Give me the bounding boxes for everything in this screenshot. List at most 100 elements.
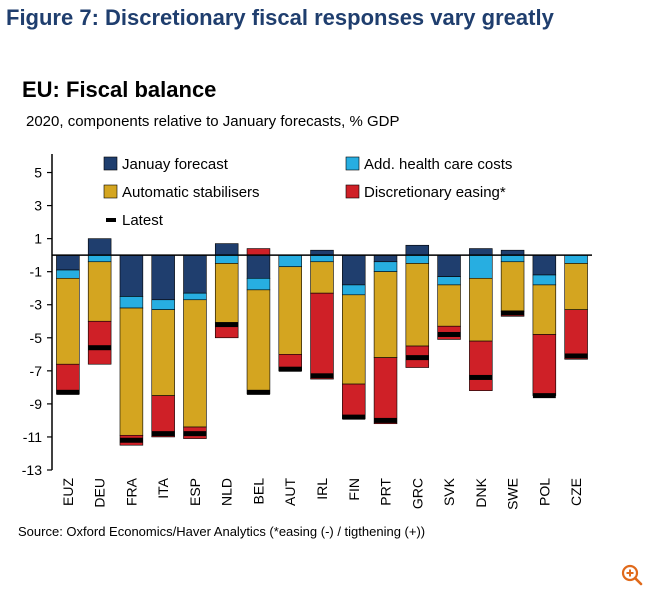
bar-discretionary-fin — [342, 383, 366, 420]
legend-swatch-stabilisers — [103, 184, 118, 199]
bar-discretionary-ita — [151, 395, 175, 438]
bar-health-aut — [278, 254, 302, 268]
x-tick-label-esp: ESP — [187, 478, 203, 506]
latest-marker-nld — [215, 322, 239, 328]
x-tick-label-euz: EUZ — [60, 478, 76, 506]
bar-health-prt — [373, 261, 398, 272]
x-tick-label-dnk: DNK — [473, 477, 489, 507]
bar-january-prt — [373, 254, 398, 263]
latest-marker-fin — [342, 414, 366, 420]
bar-health-fra — [119, 296, 144, 309]
bar-january-pol — [532, 254, 557, 276]
bar-stabilisers-deu — [87, 261, 112, 322]
bar-stabilisers-esp — [183, 299, 207, 428]
x-tick-label-svk: SVK — [441, 477, 457, 506]
latest-marker-swe — [501, 310, 525, 316]
bar-january-dnk — [469, 248, 493, 256]
legend-label-latest: Latest — [122, 212, 164, 229]
legend-swatch-latest — [106, 218, 116, 222]
x-tick-label-bel: BEL — [250, 478, 266, 505]
latest-marker-aut — [278, 366, 302, 372]
bar-stabilisers-fin — [342, 294, 366, 385]
latest-marker-fra — [119, 437, 143, 443]
bar-discretionary-deu — [87, 320, 112, 365]
x-tick-label-aut: AUT — [282, 478, 298, 506]
bar-health-esp — [183, 292, 207, 301]
bar-stabilisers-fra — [119, 307, 144, 436]
x-tick-label-fra: FRA — [123, 477, 139, 506]
x-tick-label-irl: IRL — [314, 478, 330, 500]
bar-stabilisers-pol — [532, 284, 557, 335]
bar-discretionary-euz — [56, 363, 80, 395]
bar-discretionary-cze — [564, 309, 588, 360]
legend-label-stabilisers: Automatic stabilisers — [122, 184, 260, 201]
bar-discretionary-pol — [532, 334, 557, 396]
chart-title: EU: Fiscal balance — [22, 77, 217, 102]
legend-label-discretionary: Discretionary easing* — [364, 184, 506, 201]
x-tick-label-prt: PRT — [378, 478, 394, 506]
bar-january-fin — [342, 254, 366, 286]
latest-marker-pol — [532, 393, 556, 399]
x-tick-label-nld: NLD — [219, 478, 235, 506]
bar-health-fin — [342, 284, 366, 296]
bar-discretionary-bel — [246, 248, 271, 256]
bar-january-euz — [56, 254, 80, 271]
y-tick-label: -13 — [22, 462, 42, 478]
latest-marker-deu — [88, 345, 112, 351]
latest-marker-esp — [183, 431, 207, 437]
bar-health-svk — [437, 276, 461, 286]
chart-subtitle: 2020, components relative to January for… — [26, 113, 400, 130]
bar-health-cze — [564, 254, 588, 264]
latest-marker-svk — [437, 331, 461, 337]
zoom-in-icon[interactable] — [620, 563, 644, 587]
latest-marker-euz — [56, 389, 80, 395]
y-tick-label: -1 — [30, 264, 43, 280]
y-tick-label: -9 — [30, 396, 43, 412]
bar-january-fra — [119, 254, 144, 297]
bar-stabilisers-prt — [373, 271, 398, 358]
bar-stabilisers-aut — [278, 266, 302, 355]
bar-january-svk — [437, 254, 461, 277]
y-tick-label: -3 — [30, 297, 43, 313]
figure-title: Figure 7: Discretionary fiscal responses… — [6, 5, 554, 30]
latest-marker-cze — [564, 353, 588, 359]
bar-january-nld — [214, 243, 239, 256]
bar-health-grc — [405, 254, 430, 264]
latest-marker-dnk — [469, 374, 493, 380]
legend-swatch-discretionary — [345, 184, 360, 199]
bar-health-pol — [532, 274, 557, 286]
bar-discretionary-irl — [310, 292, 334, 380]
latest-marker-ita — [151, 431, 175, 437]
y-tick-label: -5 — [30, 330, 43, 346]
legend-swatch-january — [103, 156, 118, 171]
bar-stabilisers-svk — [437, 284, 461, 327]
x-tick-label-swe: SWE — [505, 478, 521, 510]
legend-swatch-health — [345, 156, 360, 171]
bar-health-euz — [56, 269, 80, 279]
bar-stabilisers-ita — [151, 309, 175, 396]
bar-january-grc — [405, 244, 430, 256]
bar-health-nld — [214, 254, 239, 264]
source-note: Source: Oxford Economics/Haver Analytics… — [18, 524, 426, 539]
legend-label-january: Januay forecast — [122, 156, 229, 173]
bar-january-deu — [87, 238, 112, 256]
x-tick-label-ita: ITA — [155, 477, 171, 498]
legend-label-health: Add. health care costs — [364, 156, 512, 173]
bar-health-bel — [246, 277, 271, 291]
y-tick-label: 3 — [34, 198, 42, 214]
latest-marker-prt — [374, 417, 397, 423]
latest-marker-bel — [247, 389, 270, 395]
bar-january-bel — [246, 254, 271, 279]
bar-stabilisers-euz — [56, 277, 80, 365]
x-tick-label-deu: DEU — [92, 478, 108, 508]
y-tick-label: 5 — [34, 165, 42, 181]
x-tick-label-fin: FIN — [346, 478, 362, 501]
y-tick-label: -7 — [30, 363, 43, 379]
y-tick-label: 1 — [34, 231, 42, 247]
bar-stabilisers-grc — [405, 263, 430, 347]
x-tick-label-cze: CZE — [568, 478, 584, 506]
bar-health-dnk — [469, 254, 493, 279]
bar-health-swe — [500, 254, 525, 263]
latest-marker-grc — [405, 355, 429, 361]
